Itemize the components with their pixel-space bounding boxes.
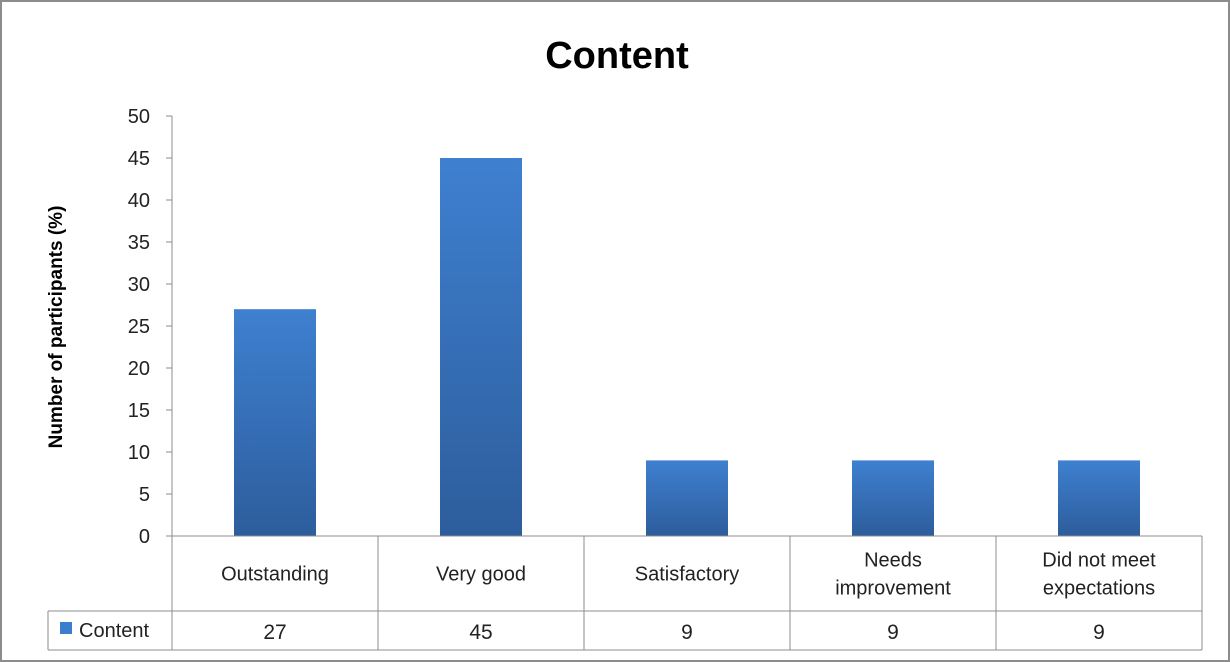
category-label: Very good <box>436 564 526 586</box>
y-tick-label: 25 <box>128 316 150 338</box>
category-label: Satisfactory <box>635 564 739 586</box>
y-tick-label: 35 <box>128 232 150 254</box>
y-tick-label: 50 <box>128 106 150 128</box>
y-tick-label: 0 <box>139 526 150 548</box>
bar <box>852 460 934 536</box>
category-label: improvement <box>835 578 951 600</box>
category-label: expectations <box>1043 578 1155 600</box>
category-label: Did not meet <box>1042 550 1156 572</box>
legend-swatch <box>60 622 72 634</box>
y-tick-label: 15 <box>128 400 150 422</box>
y-tick-label: 30 <box>128 274 150 296</box>
bar <box>646 460 728 536</box>
y-tick-label: 5 <box>139 484 150 506</box>
y-axis-label: Number of participants (%) <box>46 206 67 449</box>
y-tick-label: 45 <box>128 148 150 170</box>
data-table-value: 27 <box>263 621 286 644</box>
category-label: Needs <box>864 550 922 572</box>
y-tick-label: 40 <box>128 190 150 212</box>
y-tick-label: 10 <box>128 442 150 464</box>
bar <box>1058 460 1140 536</box>
chart-title: Content <box>545 35 689 77</box>
data-table-value: 45 <box>469 621 492 644</box>
category-label: Outstanding <box>221 564 329 586</box>
data-table-value: 9 <box>681 621 693 644</box>
data-table-value: 9 <box>887 621 899 644</box>
bar <box>440 158 522 536</box>
y-tick-label: 20 <box>128 358 150 380</box>
plot-area: 0 5 10 15 20 25 30 35 40 45 50 Outstanding Very good… <box>47 106 1203 651</box>
data-table-value: 9 <box>1093 621 1105 644</box>
legend-label: Content <box>79 620 149 642</box>
bar <box>234 309 316 536</box>
